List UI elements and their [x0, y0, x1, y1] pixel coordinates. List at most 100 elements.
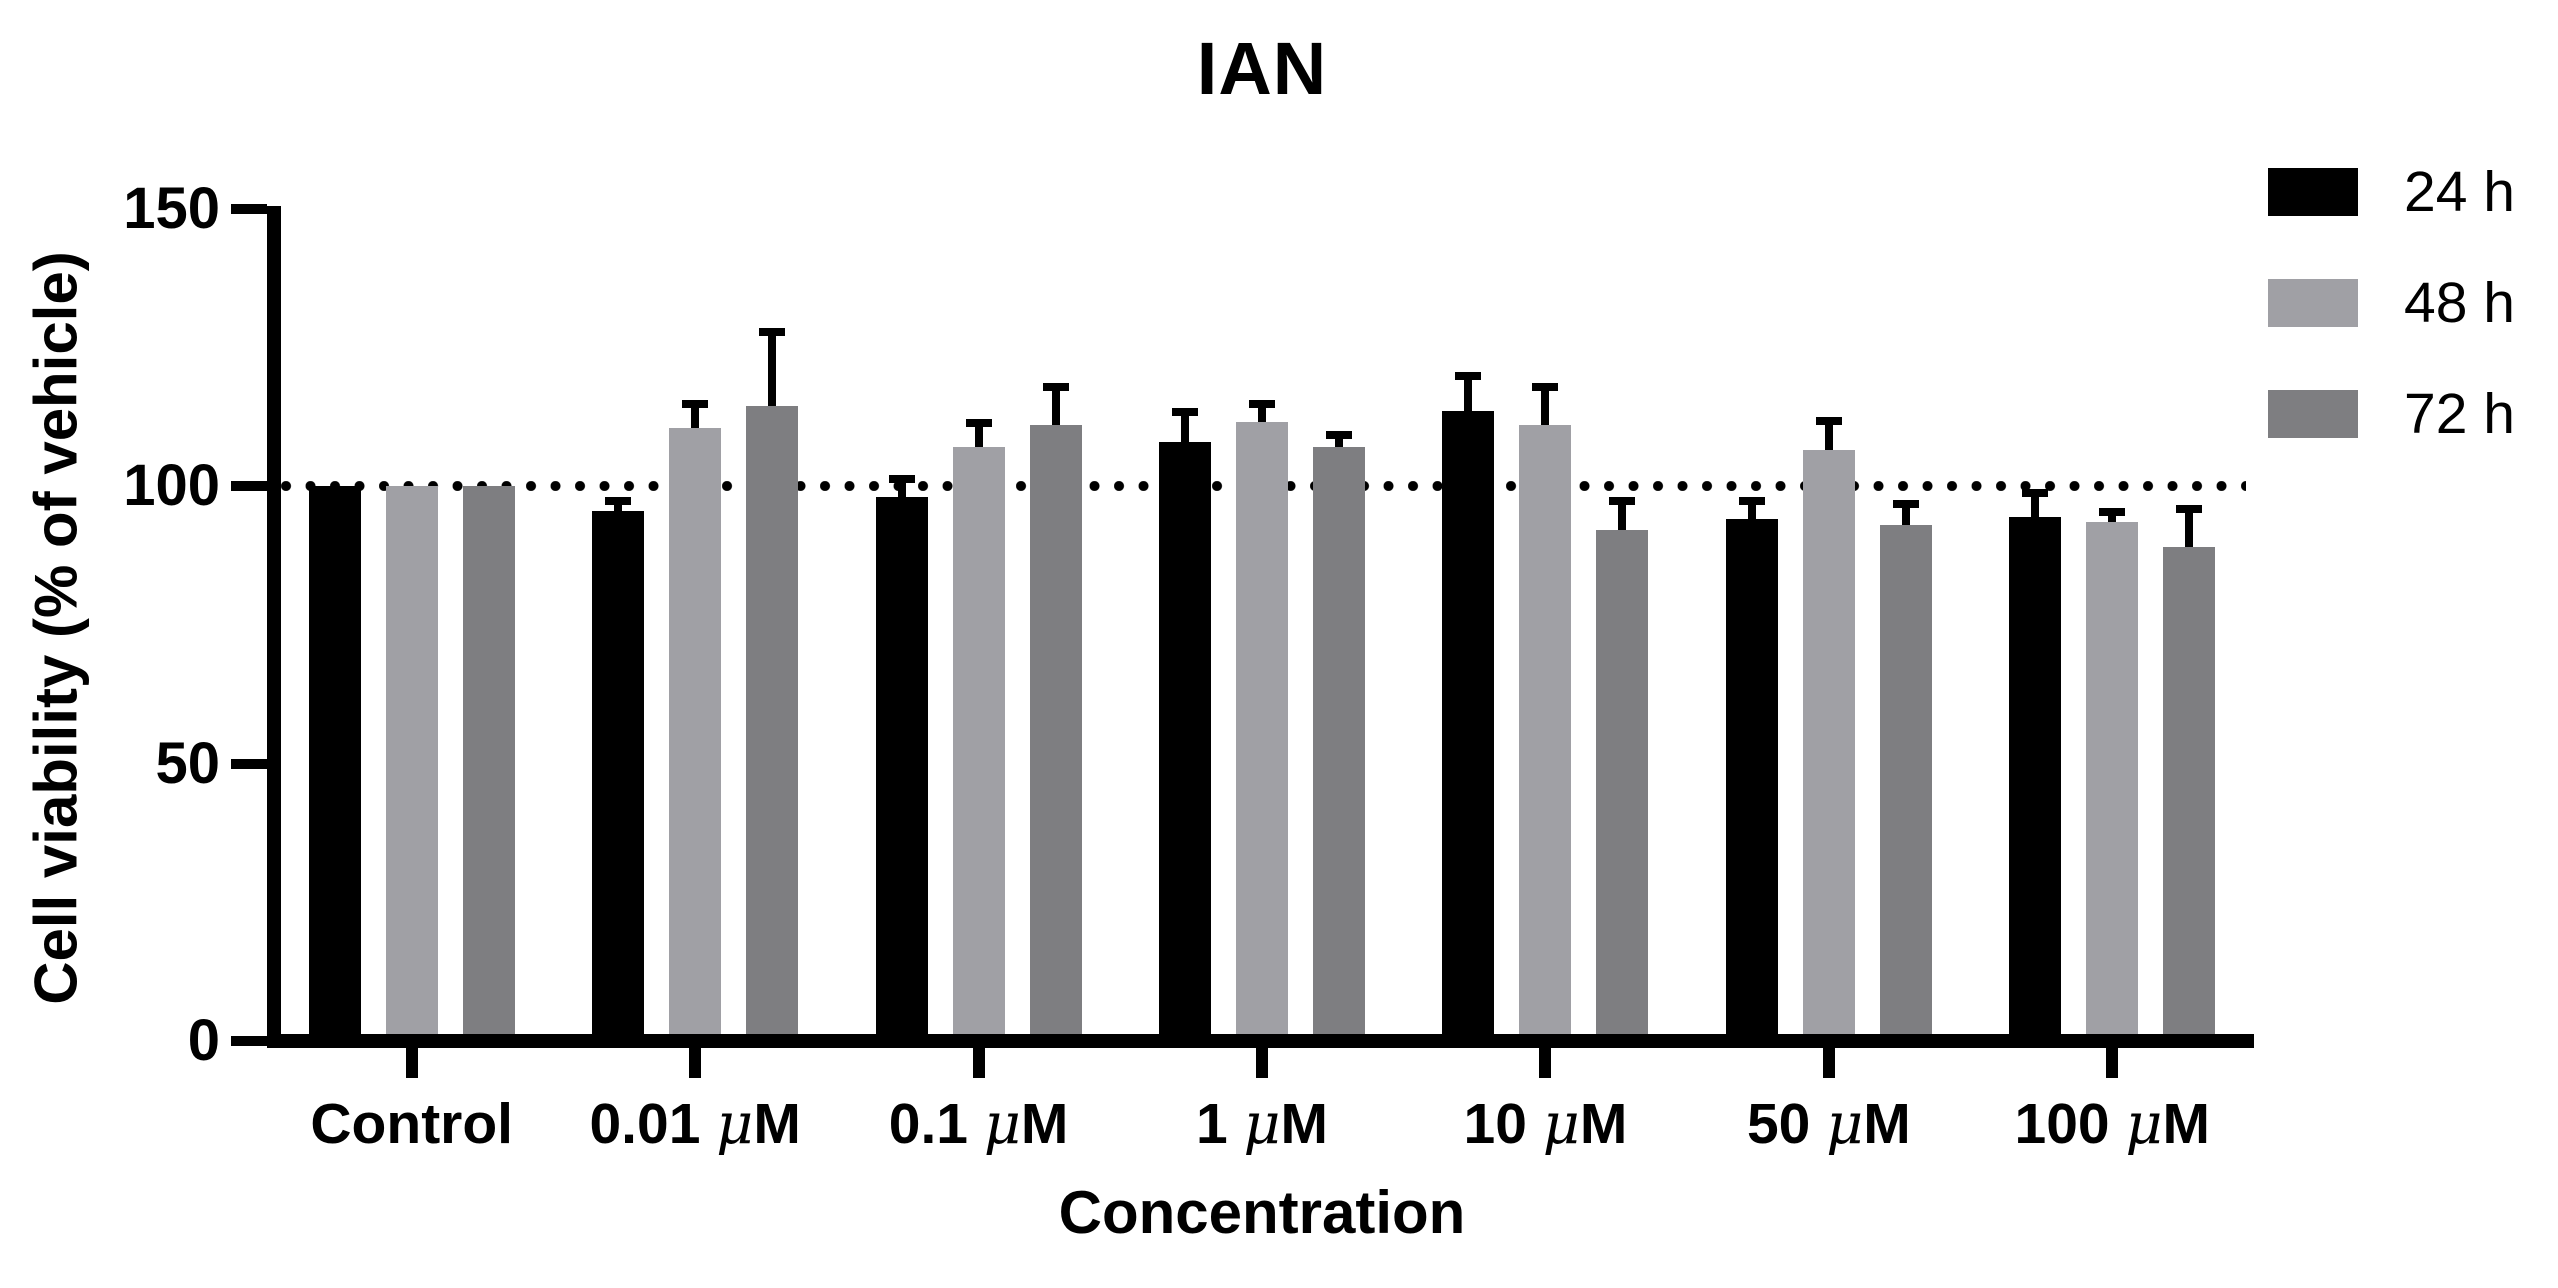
legend-swatch-24h [2268, 168, 2358, 216]
error-bar-cap [965, 419, 992, 428]
bar-72h-group3 [1313, 447, 1365, 1041]
legend: 24 h 48 h 72 h [2268, 160, 2515, 501]
bar-48h-group1 [669, 427, 722, 1041]
y-tick [231, 1036, 267, 1046]
error-bar-cap [2176, 505, 2203, 514]
error-bar-stem [768, 335, 777, 406]
error-bar-stem [2185, 513, 2194, 548]
x-tick [972, 1048, 985, 1078]
error-bar-stem [1824, 424, 1833, 450]
bar-48h-group6 [2086, 522, 2139, 1041]
y-tick [231, 758, 267, 769]
legend-swatch-72h [2268, 390, 2358, 438]
bar-48h-group3 [1236, 422, 1288, 1041]
mu-symbol: μ [983, 1091, 1021, 1157]
chart-title: IAN [1196, 27, 1328, 110]
legend-row: 72 h [2268, 382, 2515, 446]
error-bar-cap [1042, 383, 1069, 392]
y-tick-label: 150 [123, 175, 220, 241]
y-tick-label: 50 [155, 730, 220, 796]
error-bar-stem [2031, 496, 2040, 517]
legend-swatch-48h [2268, 279, 2358, 327]
error-bar-stem [1258, 407, 1266, 423]
x-tick [689, 1048, 702, 1078]
bar-24h-group6 [2009, 516, 2062, 1041]
mu-symbol: μ [1826, 1091, 1864, 1157]
y-tick-label: 0 [187, 1008, 220, 1073]
bar-72h-group6 [2163, 547, 2216, 1041]
y-tick [231, 481, 267, 491]
x-category-label: 0.01 μM [589, 1091, 801, 1157]
error-bar-stem [1541, 391, 1550, 425]
error-bar-stem [1901, 507, 1910, 525]
error-bar-stem [1181, 416, 1189, 442]
error-bar-stem [1335, 438, 1343, 448]
x-tick [1256, 1048, 1268, 1078]
bar-48h-group2 [952, 447, 1005, 1041]
x-axis-title: Concentration [1058, 1179, 1466, 1246]
legend-label: 72 h [2404, 382, 2515, 446]
bar-72h-group4 [1596, 530, 1649, 1041]
bar-48h-group4 [1519, 424, 1572, 1041]
x-tick [405, 1048, 418, 1078]
bar-24h-group0 [308, 486, 361, 1041]
x-category-label: 10 μM [1463, 1091, 1628, 1157]
x-category-label: Control [310, 1092, 514, 1156]
error-bar-cap [1249, 399, 1275, 408]
error-bar-stem [897, 482, 906, 498]
bar-24h-group1 [592, 510, 645, 1041]
x-category-label: 0.1 μM [888, 1091, 1069, 1157]
bar-48h-group0 [385, 486, 438, 1041]
mu-symbol: μ [716, 1091, 754, 1157]
x-tick [1539, 1048, 1552, 1078]
bar-24h-group5 [1725, 519, 1778, 1041]
y-axis-line [267, 206, 281, 1048]
legend-row: 24 h [2268, 160, 2515, 224]
error-bar-cap [1892, 499, 1919, 508]
y-tick [231, 203, 267, 214]
legend-label: 48 h [2404, 271, 2515, 335]
mu-symbol: μ [2125, 1091, 2163, 1157]
x-category-label: 50 μM [1746, 1091, 1911, 1157]
bar-24h-group2 [875, 497, 928, 1041]
x-axis-line [267, 1034, 2254, 1048]
bar-72h-group0 [462, 486, 515, 1041]
error-bar-stem [1618, 505, 1627, 531]
bar-24h-group4 [1442, 411, 1495, 1041]
legend-label: 24 h [2404, 160, 2515, 224]
error-bar-cap [1172, 408, 1198, 417]
error-bar-cap [759, 327, 786, 336]
error-bar-stem [2108, 516, 2117, 523]
error-bar-stem [1051, 391, 1060, 425]
error-bar-cap [2099, 508, 2126, 517]
x-category-label: 1 μM [1195, 1091, 1329, 1157]
bar-24h-group3 [1159, 441, 1211, 1041]
mu-symbol: μ [1243, 1091, 1281, 1157]
error-bar-cap [1326, 430, 1352, 439]
error-bar-cap [1815, 416, 1842, 425]
error-bar-stem [974, 427, 983, 448]
x-category-label: 100 μM [2014, 1091, 2211, 1157]
bar-72h-group1 [746, 405, 799, 1041]
bar-72h-group5 [1879, 524, 1932, 1041]
error-bar-cap [2022, 488, 2049, 497]
error-bar-stem [691, 407, 700, 428]
error-bar-cap [888, 474, 915, 483]
error-bar-stem [1747, 505, 1756, 520]
legend-row: 48 h [2268, 271, 2515, 335]
error-bar-cap [1532, 383, 1559, 392]
error-bar-cap [682, 399, 709, 408]
bar-48h-group5 [1802, 449, 1855, 1041]
error-bar-stem [1464, 380, 1473, 412]
y-tick-label: 100 [123, 453, 220, 518]
bar-72h-group2 [1029, 424, 1082, 1041]
x-tick [1822, 1048, 1835, 1078]
mu-symbol: μ [1542, 1091, 1580, 1157]
x-tick [2106, 1048, 2119, 1078]
error-bar-cap [1609, 497, 1636, 506]
error-bar-cap [1738, 497, 1765, 506]
error-bar-cap [1455, 372, 1482, 381]
error-bar-stem [614, 505, 623, 511]
